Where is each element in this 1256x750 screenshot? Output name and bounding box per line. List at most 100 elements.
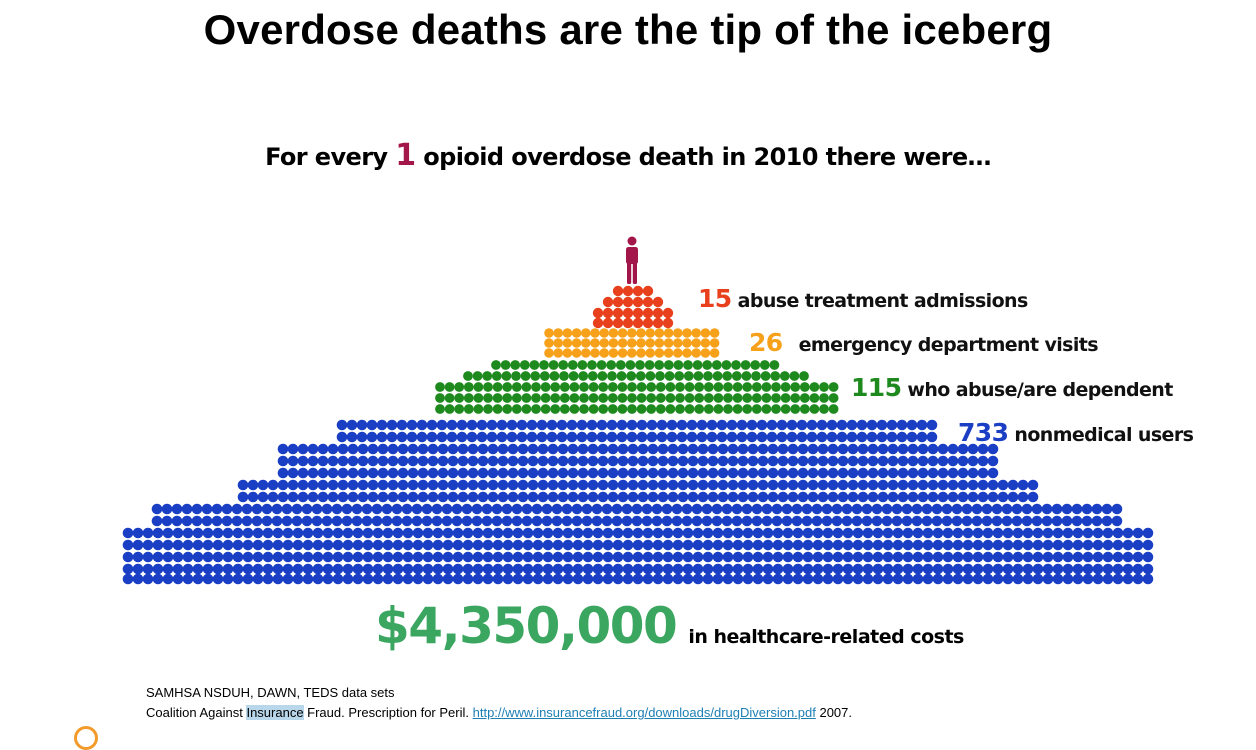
dot-nonmedical <box>857 491 869 503</box>
dot-nonmedical <box>736 419 748 431</box>
dot-treatment <box>652 307 664 319</box>
dot-nonmedical <box>487 467 499 479</box>
dot-nonmedical <box>412 527 424 539</box>
dot-dependent <box>663 360 674 370</box>
dot-nonmedical <box>772 551 784 563</box>
dot-nonmedical <box>732 551 744 563</box>
dot-emergency <box>617 348 628 358</box>
dot-emergency <box>544 348 554 358</box>
dot-nonmedical <box>262 539 274 551</box>
dot-nonmedical <box>637 455 649 467</box>
dot-nonmedical <box>1002 539 1014 551</box>
dot-nonmedical <box>466 419 478 431</box>
dot-nonmedical <box>1092 539 1104 551</box>
dot-nonmedical <box>982 563 994 575</box>
dot-nonmedical <box>437 479 449 491</box>
dot-nonmedical <box>717 479 729 491</box>
dot-nonmedical <box>511 515 523 527</box>
dot-nonmedical <box>387 443 399 455</box>
dot-nonmedical <box>662 573 674 585</box>
dot-emergency <box>608 328 619 338</box>
dot-nonmedical <box>201 515 213 527</box>
dot-nonmedical <box>462 573 474 585</box>
dot-nonmedical <box>602 527 614 539</box>
dot-treatment <box>632 296 644 308</box>
dot-nonmedical <box>162 573 174 585</box>
dot-nonmedical <box>657 455 669 467</box>
dot-dependent <box>703 371 713 381</box>
dot-nonmedical <box>362 527 374 539</box>
dot-nonmedical <box>457 455 469 467</box>
dot-nonmedical <box>202 551 214 563</box>
dot-nonmedical <box>766 419 778 431</box>
dot-nonmedical <box>702 563 714 575</box>
dot-nonmedical <box>1122 573 1134 585</box>
dot-nonmedical <box>746 419 758 431</box>
dot-nonmedical <box>751 503 763 515</box>
dot-nonmedical <box>837 443 849 455</box>
dot-nonmedical <box>307 479 319 491</box>
dot-emergency <box>571 348 582 358</box>
dot-nonmedical <box>641 503 653 515</box>
dot-nonmedical <box>1072 551 1084 563</box>
dot-nonmedical <box>626 431 638 443</box>
dot-nonmedical <box>331 515 343 527</box>
dot-nonmedical <box>607 443 619 455</box>
dot-nonmedical <box>871 515 883 527</box>
dot-nonmedical <box>792 563 804 575</box>
dot-treatment <box>652 317 664 329</box>
dot-nonmedical <box>407 443 419 455</box>
dot-nonmedical <box>541 503 553 515</box>
dot-nonmedical <box>916 419 928 431</box>
dot-nonmedical <box>922 539 934 551</box>
source-link[interactable]: http://www.insurancefraud.org/downloads/… <box>472 705 816 720</box>
dot-nonmedical <box>992 573 1004 585</box>
dot-nonmedical <box>461 503 473 515</box>
dot-nonmedical <box>452 573 464 585</box>
dot-dependent <box>435 404 445 414</box>
dot-dependent <box>491 360 501 370</box>
dot-nonmedical <box>992 563 1004 575</box>
dot-nonmedical <box>982 539 994 551</box>
dot-nonmedical <box>436 419 448 431</box>
dot-nonmedical <box>636 431 648 443</box>
dot-dependent <box>759 360 770 370</box>
dot-nonmedical <box>917 455 929 467</box>
dot-dependent <box>501 371 512 381</box>
dot-dependent <box>444 382 455 392</box>
dot-nonmedical <box>487 491 499 503</box>
dot-dependent <box>675 404 685 414</box>
dot-nonmedical <box>832 527 844 539</box>
dot-nonmedical <box>666 431 678 443</box>
dot-dependent <box>799 371 809 381</box>
dot-nonmedical <box>811 515 823 527</box>
dot-nonmedical <box>597 455 609 467</box>
dot-nonmedical <box>557 467 569 479</box>
dot-nonmedical <box>596 431 608 443</box>
dot-nonmedical <box>621 503 633 515</box>
dot-nonmedical <box>951 503 963 515</box>
dot-nonmedical <box>632 551 644 563</box>
dot-nonmedical <box>807 491 819 503</box>
dot-nonmedical <box>846 419 858 431</box>
dot-nonmedical <box>982 551 994 563</box>
dot-nonmedical <box>567 455 579 467</box>
dot-nonmedical <box>787 467 799 479</box>
dot-nonmedical <box>927 491 939 503</box>
dot-nonmedical <box>291 503 303 515</box>
dot-nonmedical <box>732 539 744 551</box>
dot-nonmedical <box>517 467 529 479</box>
dot-nonmedical <box>1132 551 1144 563</box>
dot-nonmedical <box>881 503 893 515</box>
dot-nonmedical <box>247 479 259 491</box>
dot-nonmedical <box>596 419 608 431</box>
dot-nonmedical <box>262 563 274 575</box>
dot-nonmedical <box>867 467 879 479</box>
dot-nonmedical <box>572 563 584 575</box>
dot-nonmedical <box>937 455 949 467</box>
dot-nonmedical <box>442 573 454 585</box>
dot-dependent <box>579 404 589 414</box>
dot-nonmedical <box>882 573 894 585</box>
dot-dependent <box>500 360 511 370</box>
dot-nonmedical <box>132 539 144 551</box>
